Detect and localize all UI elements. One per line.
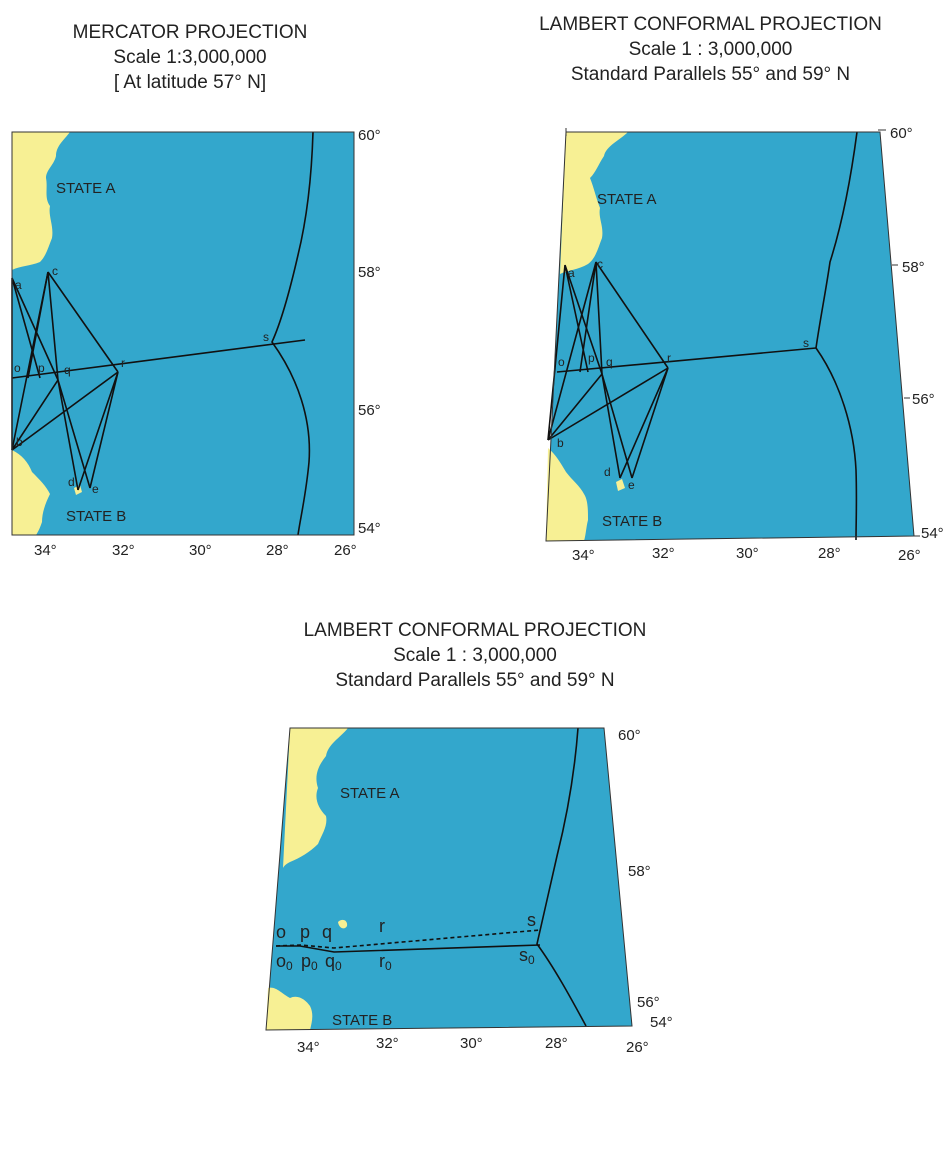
lat-label: 54° — [921, 525, 944, 542]
lon-label: 28° — [545, 1035, 568, 1052]
lambert-map-1: STATE A STATE B a b c d e o p q r s 60° … — [545, 125, 944, 564]
point-label: s — [263, 330, 269, 344]
point-label: e — [628, 478, 635, 492]
point-label: o — [276, 922, 286, 942]
point-label: d — [68, 475, 75, 489]
point-label: d — [604, 465, 611, 479]
mercator-map: STATE A STATE B a b c d e o p q r s 60° … — [11, 127, 381, 559]
point-label: r — [121, 356, 125, 370]
lon-label: 30° — [736, 545, 759, 562]
point-label: b — [16, 435, 23, 449]
lat-label: 60° — [618, 727, 641, 744]
title-line: LAMBERT CONFORMAL PROJECTION — [303, 620, 647, 641]
point-label: s — [803, 336, 809, 350]
map-frame — [11, 131, 355, 536]
state-b-label: STATE B — [602, 513, 662, 530]
point-label: a — [15, 278, 22, 292]
title-line: Standard Parallels 55° and 59° N — [335, 670, 615, 691]
mercator-title: MERCATOR PROJECTION Scale 1:3,000,000 [ … — [0, 20, 380, 95]
state-a-label: STATE A — [597, 191, 656, 208]
lambert-map-2: STATE A STATE B o p q r s o0 p0 q0 r0 s0… — [265, 727, 673, 1056]
title-line: Standard Parallels 55° and 59° N — [570, 64, 851, 85]
map-frame — [265, 727, 633, 1031]
lon-label: 30° — [189, 542, 212, 559]
land-islet — [616, 479, 625, 491]
state-a-label: STATE A — [340, 785, 399, 802]
title-line: MERCATOR PROJECTION — [72, 22, 308, 43]
point-label: q — [322, 922, 332, 942]
point-label: b — [557, 436, 564, 450]
title-line: [ At latitude 57° N] — [113, 72, 267, 93]
point-label: c — [597, 257, 603, 271]
point-label-subscript: r0 — [379, 951, 392, 973]
lon-label: 30° — [460, 1035, 483, 1052]
lon-label: 32° — [652, 545, 675, 562]
point-label: r — [667, 351, 671, 365]
point-label: c — [52, 264, 58, 278]
point-label: a — [568, 266, 575, 280]
lon-label: 32° — [112, 542, 135, 559]
lambert-title-2: LAMBERT CONFORMAL PROJECTION Scale 1 : 3… — [240, 618, 710, 693]
lambert-title-1: LAMBERT CONFORMAL PROJECTION Scale 1 : 3… — [470, 12, 951, 87]
point-label: p — [300, 922, 310, 942]
lat-label: 56° — [637, 994, 660, 1011]
lat-label: 58° — [902, 259, 925, 276]
land-state-a — [560, 132, 628, 274]
point-label: o — [14, 361, 21, 375]
point-label: q — [606, 355, 613, 369]
lat-label: 54° — [358, 520, 381, 537]
state-b-label: STATE B — [66, 508, 126, 525]
point-label-subscript: s0 — [519, 945, 535, 967]
lon-label: 34° — [34, 542, 57, 559]
lat-label: 56° — [912, 391, 935, 408]
lat-label: 60° — [358, 127, 381, 144]
lon-label: 28° — [266, 542, 289, 559]
point-label: p — [38, 361, 45, 375]
title-line: Scale 1 : 3,000,000 — [393, 645, 557, 666]
land-state-b — [12, 450, 50, 535]
state-a-label: STATE A — [56, 180, 115, 197]
lat-label: 58° — [358, 264, 381, 281]
point-label: s — [527, 910, 536, 930]
point-label-subscript: q0 — [325, 951, 342, 973]
land-islet — [338, 919, 348, 929]
lon-label: 34° — [297, 1039, 320, 1056]
point-label: p — [588, 351, 595, 365]
point-label: e — [92, 482, 99, 496]
lon-label: 32° — [376, 1035, 399, 1052]
land-state-a — [12, 132, 70, 270]
title-line: Scale 1:3,000,000 — [113, 47, 267, 68]
land-state-a — [283, 728, 348, 868]
boundary — [547, 131, 858, 541]
title-line: Scale 1 : 3,000,000 — [628, 39, 793, 60]
state-b-label: STATE B — [332, 1012, 392, 1029]
lon-label: 26° — [898, 547, 921, 564]
land-state-b — [546, 448, 588, 541]
point-label: r — [379, 916, 385, 936]
point-label: q — [64, 363, 71, 377]
lat-label: 60° — [890, 125, 913, 142]
land-state-b — [266, 987, 313, 1030]
lon-label: 28° — [818, 545, 841, 562]
lat-label: 58° — [628, 863, 651, 880]
lat-label: 54° — [650, 1014, 673, 1031]
point-label-subscript: p0 — [301, 951, 318, 973]
lon-label: 26° — [626, 1039, 649, 1056]
boundary — [275, 727, 587, 1027]
sea — [12, 132, 354, 535]
lon-label: 34° — [572, 547, 595, 564]
tick-marks — [565, 128, 920, 537]
point-label-subscript: o0 — [276, 951, 293, 973]
point-label: o — [558, 355, 565, 369]
sea — [266, 728, 632, 1030]
lat-label: 56° — [358, 402, 381, 419]
lon-label: 26° — [334, 542, 357, 559]
title-line: LAMBERT CONFORMAL PROJECTION — [539, 14, 882, 35]
